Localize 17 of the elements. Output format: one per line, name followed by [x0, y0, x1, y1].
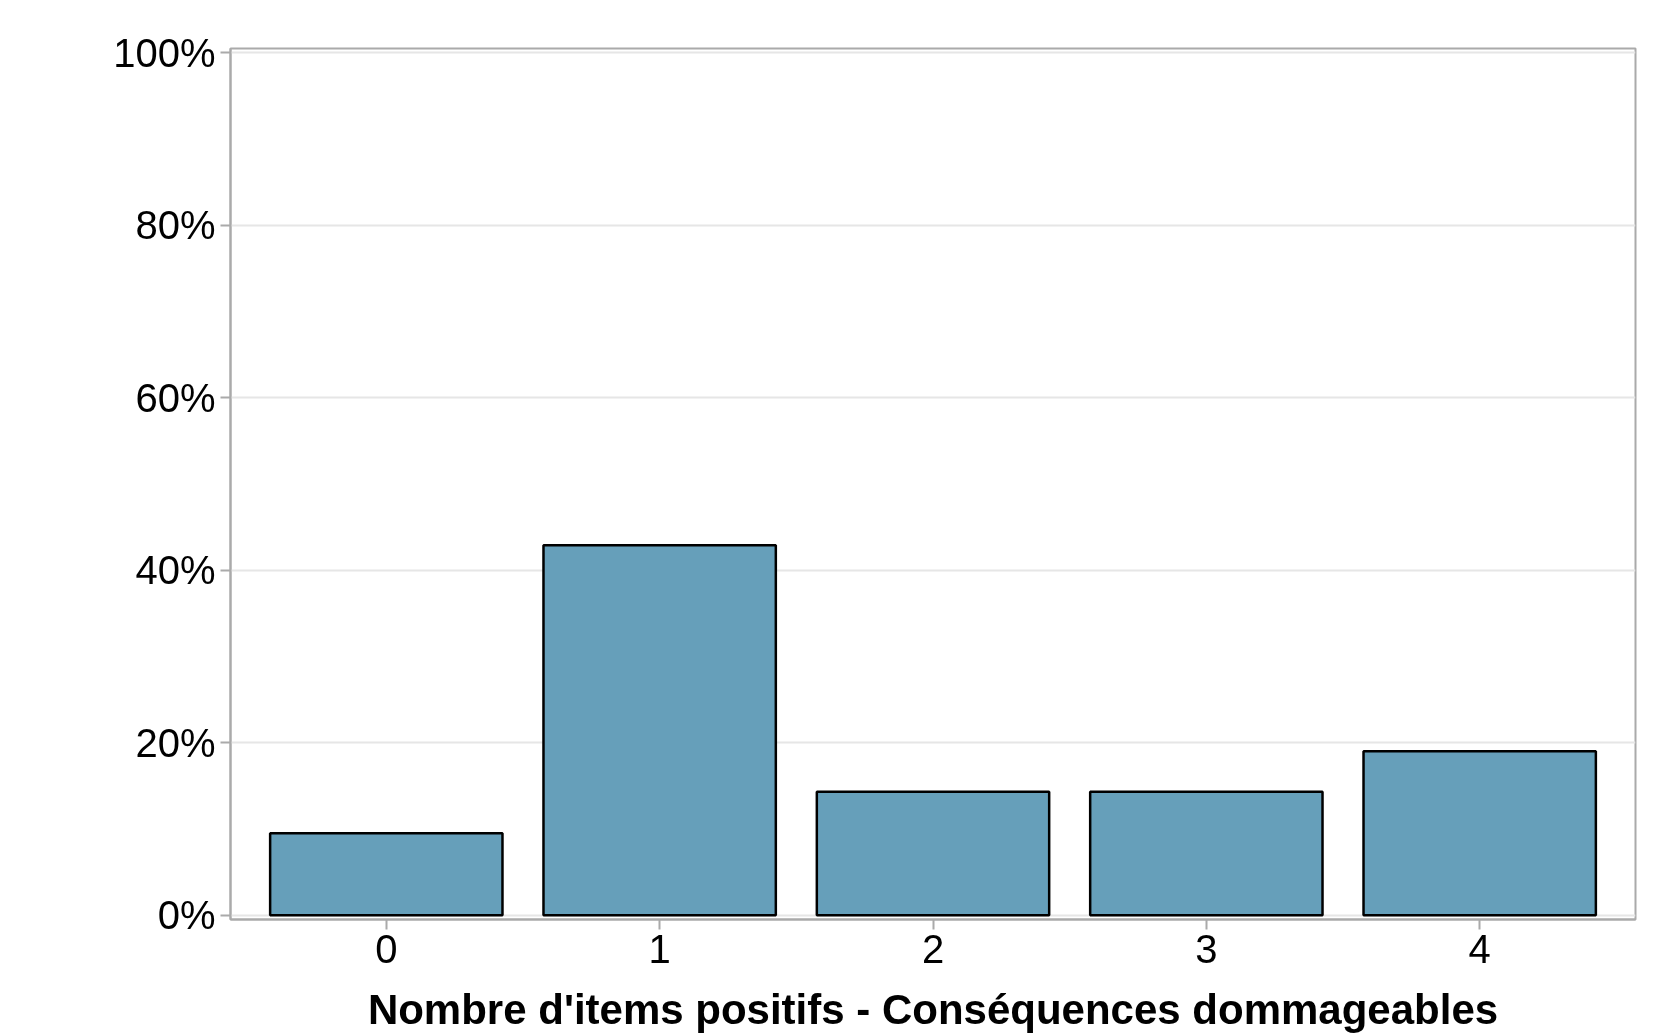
x-tick-label: 1: [648, 926, 671, 971]
y-tick-label: 80%: [135, 203, 216, 248]
bar: [542, 543, 778, 917]
x-tick-label: 3: [1195, 926, 1218, 971]
bar: [815, 790, 1051, 917]
y-tick-label: 60%: [135, 375, 216, 420]
y-tick-label: 0%: [157, 893, 216, 938]
x-tick-label: 2: [921, 926, 945, 971]
bar: [1088, 790, 1324, 917]
y-tick-label: 20%: [135, 720, 216, 765]
bar: [268, 832, 504, 917]
y-tick-label: 40%: [135, 548, 216, 593]
x-axis-title: Nombre d'items positifs - Conséquences dommageables: [367, 985, 1499, 1033]
x-tick-label: 4: [1468, 926, 1491, 971]
bar: [1362, 750, 1598, 917]
y-tick-label: 100%: [113, 30, 216, 75]
x-tick-label: 0: [375, 926, 398, 971]
